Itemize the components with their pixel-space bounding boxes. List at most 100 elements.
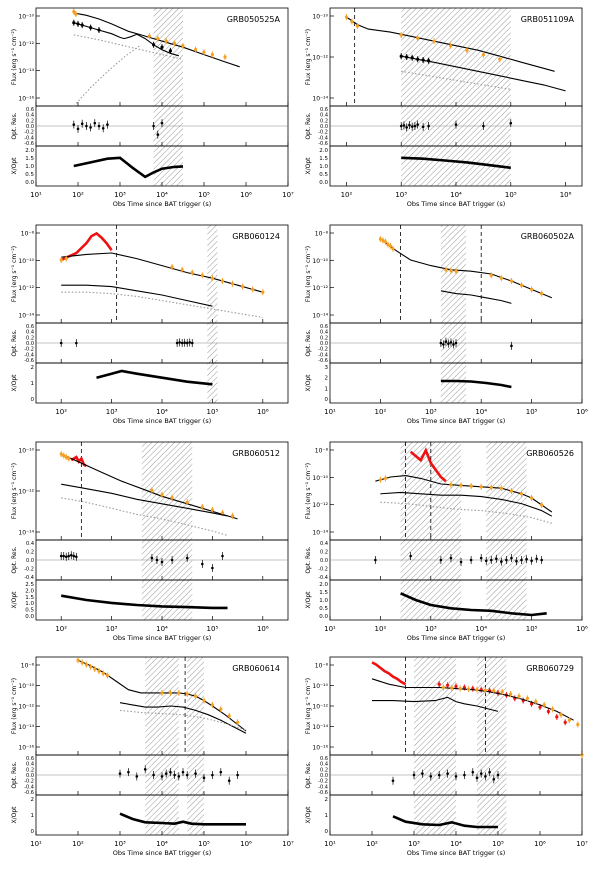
x-tick-label: 10⁶ bbox=[240, 840, 252, 848]
residual-tick-label: 0.4 bbox=[26, 330, 34, 336]
data-point bbox=[534, 700, 538, 704]
data-point bbox=[200, 505, 204, 509]
residual-point bbox=[72, 554, 76, 558]
data-point bbox=[399, 54, 403, 58]
residual-point bbox=[62, 554, 66, 558]
residual-point bbox=[180, 341, 184, 345]
flux-tick-label: 10⁻¹² bbox=[312, 704, 328, 711]
residual-point bbox=[495, 557, 498, 561]
flux-axis-label: Flux (erg s⁻¹ cm⁻²) bbox=[11, 678, 18, 734]
data-point bbox=[72, 21, 76, 25]
residual-tick-label: -0.4 bbox=[24, 135, 34, 141]
series-line bbox=[61, 252, 263, 293]
data-point bbox=[509, 279, 514, 283]
series-line bbox=[380, 491, 553, 517]
data-point bbox=[194, 694, 198, 698]
data-point bbox=[509, 692, 513, 696]
residual-tick-label: 0.0 bbox=[26, 558, 34, 564]
ratio-tick-label: 2.0 bbox=[319, 148, 328, 154]
shaded-region bbox=[145, 657, 179, 835]
x-tick-label: 10⁶ bbox=[576, 625, 588, 633]
residual-point bbox=[439, 341, 443, 345]
residual-point bbox=[177, 775, 181, 778]
residual-point bbox=[160, 775, 164, 778]
x-tick-label: 10³ bbox=[106, 408, 118, 416]
data-point bbox=[432, 39, 436, 43]
ratio-tick-label: 2 bbox=[325, 376, 329, 382]
data-point bbox=[152, 43, 156, 47]
x-tick-label: 10⁷ bbox=[282, 840, 294, 848]
data-point bbox=[405, 55, 409, 59]
ratio-tick-label: 0.5 bbox=[25, 608, 34, 614]
x-tick-label: 10¹ bbox=[324, 840, 336, 848]
x-axis-label: Obs Time since BAT trigger (s) bbox=[113, 634, 212, 642]
data-point bbox=[230, 282, 235, 286]
x-tick-label: 10⁵ bbox=[526, 625, 538, 633]
residual-point bbox=[447, 342, 450, 345]
data-point bbox=[185, 500, 189, 504]
data-point bbox=[492, 689, 496, 693]
data-point bbox=[525, 696, 530, 700]
data-point bbox=[546, 709, 551, 714]
data-point bbox=[449, 268, 453, 273]
data-point bbox=[223, 55, 227, 59]
shaded-region bbox=[400, 442, 462, 620]
x-tick-label: 10⁷ bbox=[576, 840, 588, 848]
residual-tick-label: -0.2 bbox=[318, 567, 328, 573]
flux-tick-label: 10⁻¹⁰ bbox=[18, 14, 34, 21]
ratio-tick-label: 2 bbox=[325, 797, 329, 803]
series-line bbox=[61, 284, 213, 307]
residual-tick-label: 0.4 bbox=[320, 762, 328, 768]
x-axis-label: Obs Time since BAT trigger (s) bbox=[407, 849, 506, 857]
data-point bbox=[89, 665, 93, 669]
residual-point bbox=[535, 557, 538, 561]
residual-tick-label: 0.0 bbox=[26, 773, 34, 779]
data-point bbox=[156, 37, 160, 41]
flux-tick-label: 10⁻¹⁶ bbox=[312, 745, 328, 752]
data-point bbox=[551, 707, 555, 711]
data-point bbox=[180, 268, 184, 272]
series-line bbox=[60, 594, 228, 610]
data-point bbox=[241, 285, 245, 289]
residual-point bbox=[97, 124, 101, 128]
residual-point bbox=[178, 341, 181, 344]
residual-point bbox=[67, 554, 71, 558]
ratio-tick-label: 0 bbox=[325, 397, 329, 403]
data-point bbox=[499, 486, 503, 490]
residual-point bbox=[505, 558, 508, 562]
data-point bbox=[59, 258, 63, 262]
x-tick-label: 10² bbox=[375, 625, 387, 633]
residual-tick-label: -0.2 bbox=[24, 567, 34, 573]
grb-title: GRB060512 bbox=[232, 449, 280, 458]
residual-tick-label: -0.2 bbox=[318, 779, 328, 785]
series-line bbox=[61, 291, 263, 318]
residual-point bbox=[500, 560, 503, 563]
x-tick-label: 10⁶ bbox=[240, 191, 252, 199]
residual-point bbox=[410, 125, 414, 128]
series-line bbox=[73, 44, 142, 107]
residual-axis-label: Opt. Res. bbox=[305, 546, 312, 573]
ratio-tick-label: 1 bbox=[31, 381, 35, 387]
data-point bbox=[416, 36, 420, 40]
x-tick-label: 10² bbox=[72, 840, 84, 848]
residual-point bbox=[188, 341, 192, 344]
residual-point bbox=[484, 559, 488, 563]
residual-point bbox=[143, 767, 147, 771]
series-line bbox=[96, 369, 213, 386]
x-tick-label: 10⁶ bbox=[257, 408, 269, 416]
data-point bbox=[173, 41, 177, 46]
x-tick-label: 10³ bbox=[106, 625, 118, 633]
shaded-region bbox=[207, 225, 218, 403]
x-tick-label: 10³ bbox=[408, 840, 420, 848]
residual-point bbox=[488, 770, 491, 774]
flux-tick-label: 10⁻⁸ bbox=[315, 663, 329, 670]
flux-tick-label: 10⁻¹⁰ bbox=[312, 14, 328, 21]
ratio-tick-label: 1.5 bbox=[25, 156, 34, 162]
residual-point bbox=[190, 341, 194, 345]
residual-tick-label: 0.4 bbox=[320, 113, 328, 119]
data-point bbox=[444, 268, 448, 272]
residual-tick-label: 0.6 bbox=[26, 756, 34, 762]
data-point bbox=[344, 15, 349, 19]
residual-point bbox=[80, 122, 84, 126]
residual-axis-label: Opt. Res. bbox=[305, 112, 312, 139]
